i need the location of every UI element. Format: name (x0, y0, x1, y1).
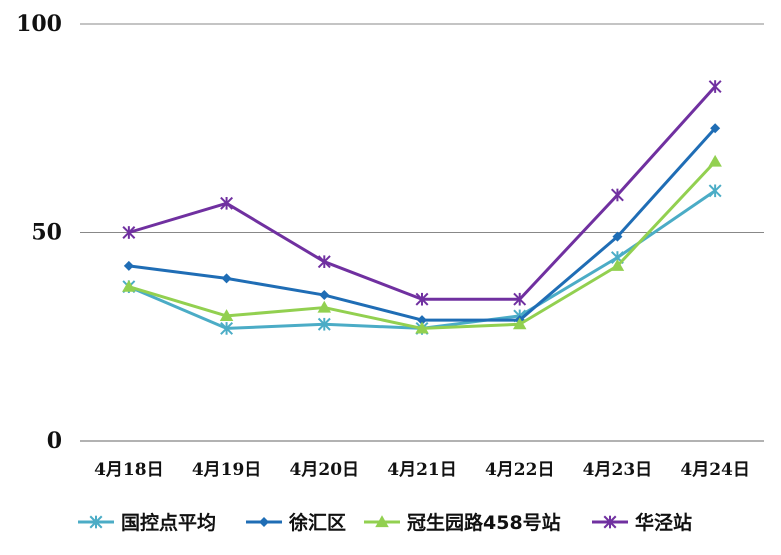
data-point (612, 231, 623, 242)
data-point (415, 321, 429, 334)
legend-marker (603, 515, 617, 529)
data-point (122, 279, 136, 292)
data-point (415, 292, 429, 306)
legend-label: 国控点平均 (121, 511, 216, 534)
x-tick-label: 4月18日 (94, 460, 164, 480)
legend-marker (259, 517, 269, 527)
x-tick-label: 4月24日 (680, 460, 750, 480)
series-line-4 (128, 85, 717, 301)
y-tick-label: 50 (31, 220, 62, 246)
data-point (219, 309, 234, 321)
legend-label: 华泾站 (635, 511, 692, 534)
data-point (220, 321, 234, 335)
data-point (512, 317, 527, 330)
data-point (221, 273, 232, 284)
x-tick-label: 4月22日 (485, 460, 555, 480)
legend-label: 冠生园路458号站 (407, 511, 561, 534)
data-point (317, 300, 332, 313)
data-point (708, 184, 722, 198)
data-point (710, 123, 721, 134)
data-point (319, 290, 330, 301)
data-point (317, 255, 331, 269)
x-tick-label: 4月19日 (192, 460, 262, 480)
data-point (708, 80, 722, 94)
data-point (610, 259, 625, 271)
legend-label: 徐汇区 (288, 511, 346, 534)
y-tick-label: 0 (47, 428, 62, 454)
data-point (417, 315, 427, 326)
data-point (708, 154, 722, 167)
x-tick-label: 4月21日 (387, 460, 457, 480)
legend-marker (89, 515, 103, 529)
data-point (610, 188, 624, 202)
series-line-2 (128, 127, 717, 322)
y-tick-label: 100 (16, 11, 62, 37)
x-tick-label: 4月20日 (290, 460, 360, 480)
x-tick-label: 4月23日 (583, 460, 653, 480)
data-point (220, 196, 234, 210)
data-point (513, 292, 527, 306)
legend-marker (375, 515, 389, 528)
data-point (317, 317, 331, 331)
data-point (123, 260, 134, 271)
series-line-1 (128, 189, 716, 330)
data-point (122, 226, 136, 239)
